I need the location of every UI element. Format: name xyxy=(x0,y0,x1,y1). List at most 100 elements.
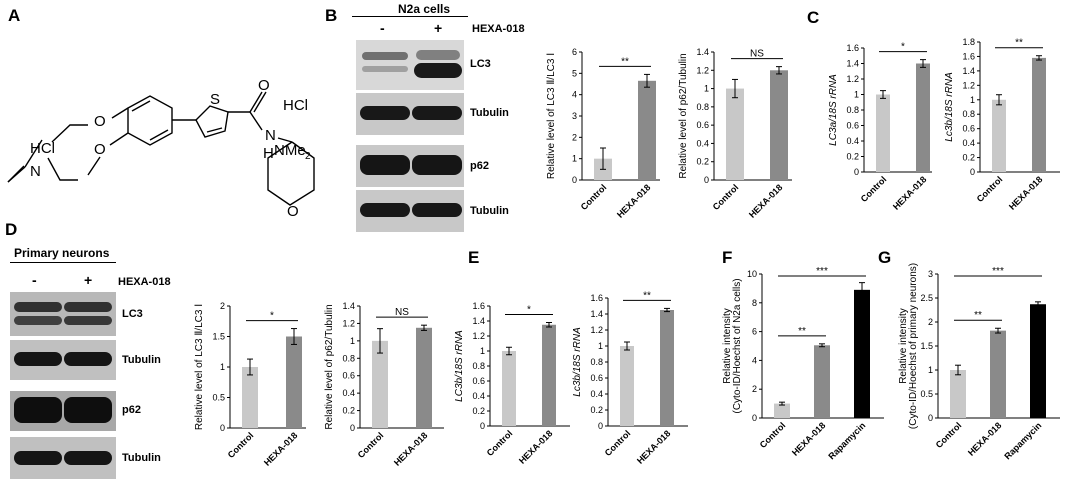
blot-d-header-rule xyxy=(10,262,116,263)
blot-d-header: Primary neurons xyxy=(14,246,110,260)
y-tick-label: 0.2 xyxy=(846,152,859,162)
blot-d-row-label-lc3: LC3 xyxy=(122,308,143,320)
panel-label-c: C xyxy=(807,8,820,27)
category-label: Control xyxy=(758,420,788,450)
y-tick-label: 0.4 xyxy=(962,138,975,148)
y-tick-label: 1.6 xyxy=(962,51,975,61)
y-tick-label: 2.5 xyxy=(920,293,933,303)
y-axis-label: Relative level of p62/Tubulin xyxy=(324,304,335,429)
chart-b-lc3-ratio: 0 1 2 3 4 5 6 Control HEXA-018 ** Relative level o… xyxy=(546,47,660,220)
ring-o-label: O xyxy=(287,203,299,220)
significance-label: * xyxy=(901,42,905,53)
y-tick-label: 1.4 xyxy=(696,47,709,57)
bar xyxy=(876,94,890,172)
category-label: Control xyxy=(711,182,741,212)
y-tick-label: 1.2 xyxy=(696,65,709,75)
bar xyxy=(372,340,388,428)
significance-label: NS xyxy=(395,307,409,318)
category-label: Control xyxy=(485,428,515,458)
y-tick-label: 1.2 xyxy=(846,74,859,84)
y-axis-label: Lc3b/18S rRNA xyxy=(572,327,583,397)
y-tick-label: 1.2 xyxy=(962,80,975,90)
bar xyxy=(992,99,1006,172)
y-tick-label: 6 xyxy=(572,47,577,57)
amide-h-label: H xyxy=(263,145,274,162)
hcl-left-label: HCl xyxy=(30,140,55,157)
y-axis-label: Relative level of LC3 Ⅱ/LC3 Ⅰ xyxy=(194,304,205,430)
category-label: Rapamycin xyxy=(1002,420,1043,461)
significance-label: *** xyxy=(992,266,1004,277)
y-tick-label: 1 xyxy=(598,341,603,351)
y-axis-label: Relative intensity xyxy=(898,308,909,384)
y-tick-label: 1 xyxy=(854,90,859,100)
y-tick-label: 3 xyxy=(928,269,933,279)
y-tick-label: 8 xyxy=(752,298,757,308)
y-tick-label: 1.2 xyxy=(590,325,603,335)
chart-c-lc3b: 0 0.2 0.4 0.6 0.8 1 1.2 1.4 1.6 1.8 Control HEXA-01… xyxy=(944,37,1060,212)
category-label: HEXA-018 xyxy=(615,182,652,219)
bar xyxy=(242,367,258,428)
y-tick-label: 4 xyxy=(572,90,577,100)
blot-b-treatment: HEXA-018 xyxy=(472,23,525,35)
bar xyxy=(916,63,930,172)
y-tick-label: 2 xyxy=(572,132,577,142)
category-label: HEXA-018 xyxy=(262,430,299,467)
blot-b-tubulin-1 xyxy=(356,93,464,135)
blot-b-plus: + xyxy=(434,20,443,36)
y-axis-label: Lc3b/18S rRNA xyxy=(944,72,955,142)
panel-label-g: G xyxy=(878,248,892,267)
y-tick-label: 2 xyxy=(752,384,757,394)
category-label: HEXA-018 xyxy=(966,420,1003,457)
category-label: Control xyxy=(356,430,386,460)
y-tick-label: 0.8 xyxy=(342,353,355,363)
y-axis-label: LC3a/18S rRNA xyxy=(828,74,839,146)
amine-n-label: N xyxy=(30,163,41,180)
y-tick-label: 1 xyxy=(704,84,709,94)
chart-c-lc3a: 0 0.2 0.4 0.6 0.8 1 1.2 1.4 1.6 Control HEXA-018 * L… xyxy=(828,42,932,212)
y-tick-label: 0.4 xyxy=(846,136,859,146)
y-tick-label: 1.6 xyxy=(846,43,859,53)
y-tick-label: 1 xyxy=(220,362,225,372)
y-tick-label: 1.4 xyxy=(962,66,975,76)
y-tick-label: 6 xyxy=(752,327,757,337)
y-tick-label: 0.6 xyxy=(846,121,859,131)
y-axis-label: Relative level of p62/Tubulin xyxy=(678,53,689,178)
category-label: HEXA-018 xyxy=(517,428,554,465)
y-tick-label: 0 xyxy=(480,421,485,431)
significance-label: *** xyxy=(816,266,828,277)
chemical-structure: HCl N O O S O N H HCl NMe 2 O xyxy=(7,77,315,220)
y-tick-label: 0.6 xyxy=(590,373,603,383)
y-tick-label: 1.6 xyxy=(590,293,603,303)
bar xyxy=(990,330,1006,418)
y-tick-label: 3 xyxy=(572,111,577,121)
category-label: Control xyxy=(934,420,964,450)
y-tick-label: 4 xyxy=(752,355,757,365)
y-tick-label: 1.5 xyxy=(920,341,933,351)
y-tick-label: 2 xyxy=(220,301,225,311)
bar xyxy=(620,346,634,426)
significance-label: ** xyxy=(798,326,806,337)
y-axis-label: LC3b/18S rRNA xyxy=(454,330,465,402)
category-label: HEXA-018 xyxy=(392,430,429,467)
category-label: Control xyxy=(579,182,609,212)
hcl-right-label: HCl xyxy=(283,97,308,114)
bar xyxy=(416,327,432,428)
chart-d-p62-ratio: 0 0.2 0.4 0.6 0.8 1 1.2 1.4 Control HEXA-018 NS Rel… xyxy=(324,301,444,468)
y-tick-label: 0.6 xyxy=(342,371,355,381)
y-tick-label: 2 xyxy=(928,317,933,327)
bar xyxy=(770,70,788,180)
y-tick-label: 0.2 xyxy=(696,157,709,167)
chart-b-p62-ratio: 0 0.2 0.4 0.6 0.8 1 1.2 1.4 Control HEXA-018 NS Rel… xyxy=(678,47,792,220)
blot-b-minus: - xyxy=(380,20,385,36)
y-tick-label: 5 xyxy=(572,68,577,78)
category-label: HEXA-018 xyxy=(1007,174,1044,211)
category-label: Control xyxy=(975,174,1005,204)
category-label: HEXA-018 xyxy=(891,174,928,211)
y-tick-label: 0.6 xyxy=(472,376,485,386)
y-tick-label: 1.2 xyxy=(472,331,485,341)
y-tick-label: 1 xyxy=(350,336,355,346)
category-label: HEXA-018 xyxy=(635,428,672,465)
panel-label-d: D xyxy=(5,220,18,239)
